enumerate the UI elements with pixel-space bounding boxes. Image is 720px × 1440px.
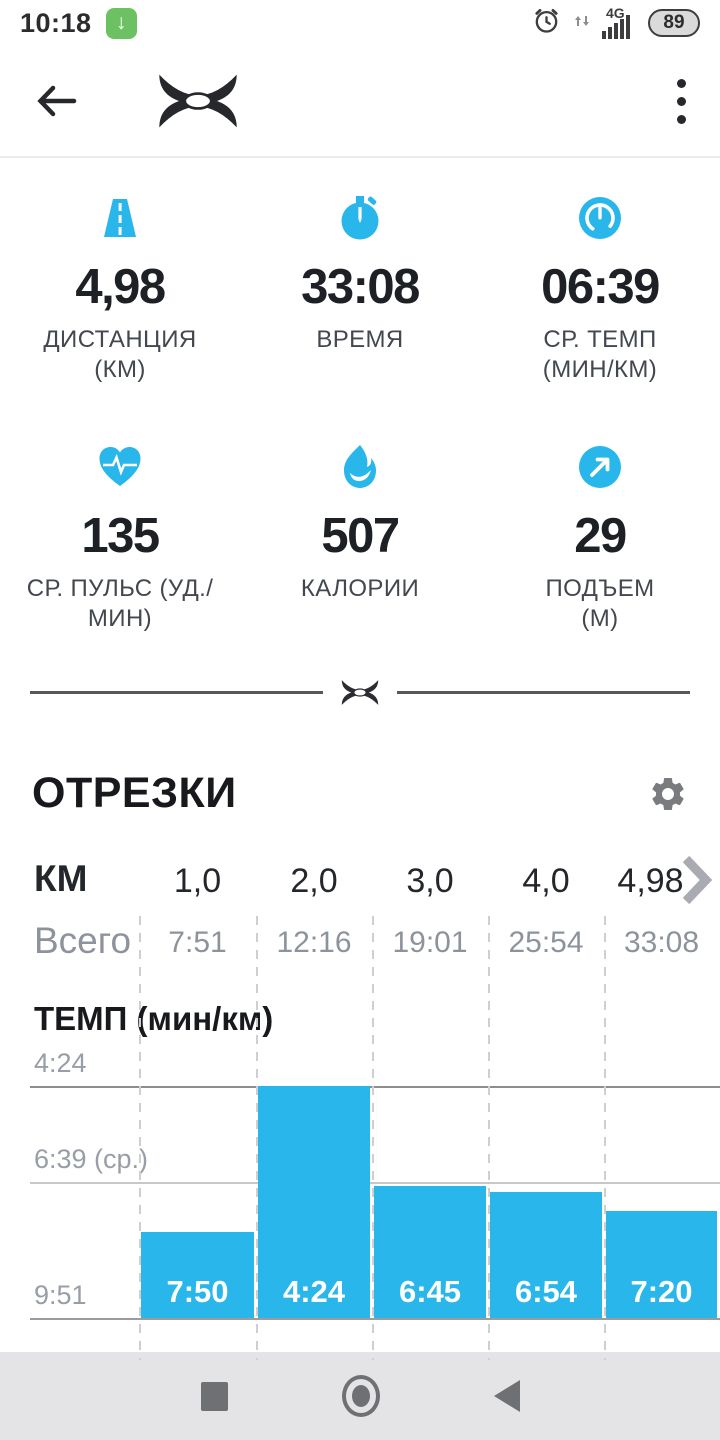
- lap-distance-value: 4,98: [617, 862, 684, 900]
- stat-label: ДИСТАНЦИЯ (КМ): [43, 326, 197, 383]
- stat-value: 33:08: [301, 260, 420, 314]
- column-dashed-line: [604, 916, 606, 1360]
- laps-table: КМ 1,0 2,0 3,0 4,0 4,98 Всего 7:51 12:16 19:01…: [0, 854, 720, 1368]
- lap-total-value: 19:01: [392, 926, 468, 959]
- brand-divider: [30, 678, 690, 707]
- workout-stats-grid: 4,98 ДИСТАНЦИЯ (КМ) 33:08 ВРЕМЯ 06:3: [0, 158, 720, 634]
- status-time: 10:18: [20, 7, 92, 38]
- signal-bars-icon: 4G: [602, 5, 636, 39]
- stat-label: ПОДЪЕМ (М): [545, 575, 655, 632]
- stat-label: КАЛОРИИ: [300, 575, 420, 602]
- splits-title: ОТРЕЗКИ: [32, 769, 237, 817]
- pace-chart-title: ТЕМП (мин/км): [34, 1000, 274, 1037]
- pace-bar: 7:50: [141, 1232, 254, 1318]
- lap-total-value: 25:54: [508, 926, 584, 959]
- download-complete-icon: ↓: [105, 7, 137, 39]
- flame-icon: [339, 443, 381, 496]
- gauge-icon: [576, 194, 624, 247]
- stat-elevation-gain: 29 ПОДЪЕМ (М): [480, 443, 720, 634]
- pace-bar-label: 6:54: [514, 1273, 578, 1309]
- pace-bar-label: 4:24: [282, 1274, 346, 1309]
- total-label: Всего: [34, 920, 132, 961]
- elevation-arrow-icon: [576, 443, 624, 496]
- lap-total-value: 33:08: [623, 926, 700, 959]
- stat-value: 29: [574, 509, 627, 563]
- alarm-icon: [531, 5, 562, 41]
- pace-bar: 6:54: [490, 1192, 602, 1318]
- pace-bar-label: 7:50: [166, 1273, 229, 1309]
- lap-total-row: Всего 7:51 12:16 19:01 25:54 33:08: [0, 912, 720, 974]
- battery-icon: 89: [648, 9, 700, 37]
- app-header: [0, 46, 720, 158]
- lap-total-value: 7:51: [168, 926, 227, 959]
- stat-value: 4,98: [75, 260, 166, 314]
- overflow-menu-button[interactable]: [671, 73, 692, 130]
- chevron-right-icon[interactable]: [680, 854, 714, 911]
- pace-bar-label: 7:20: [630, 1273, 693, 1309]
- android-back-button[interactable]: [493, 1380, 520, 1412]
- gridline-baseline: [30, 1318, 720, 1320]
- home-button[interactable]: [341, 1375, 380, 1417]
- pace-bar: 7:20: [606, 1210, 717, 1318]
- yaxis-tick-average: 6:39 (ср.): [34, 1144, 149, 1174]
- splits-settings-button[interactable]: [648, 774, 688, 814]
- status-bar: 10:18 ↓ 4G 89: [0, 0, 720, 46]
- heart-pulse-icon: [95, 443, 145, 496]
- android-nav-bar: [0, 1352, 720, 1440]
- lap-distance-value: 1,0: [173, 862, 222, 900]
- stat-value: 135: [81, 509, 160, 563]
- yaxis-tick: 4:24: [34, 1048, 87, 1078]
- lap-total-value: 12:16: [276, 926, 352, 959]
- under-armour-logo-icon: [154, 70, 242, 132]
- pace-bar: 4:24: [258, 1086, 370, 1318]
- lap-distance-value: 3,0: [406, 862, 454, 900]
- road-icon: [96, 194, 144, 247]
- gridline-fastest: [30, 1086, 720, 1088]
- lap-distance-value: 2,0: [290, 862, 338, 900]
- stat-duration: 33:08 ВРЕМЯ: [240, 194, 480, 385]
- battery-percent: 89: [663, 12, 685, 33]
- stat-distance: 4,98 ДИСТАНЦИЯ (КМ): [0, 194, 240, 385]
- pace-bar-label: 6:45: [398, 1273, 462, 1309]
- stat-label: СР. ПУЛЬС (УД./МИН): [26, 575, 214, 632]
- gridline-average: [30, 1182, 720, 1184]
- pace-chart: Всего 7:51 12:16 19:01 25:54 33:08 ТЕМП (мин…: [0, 912, 720, 1368]
- stat-label: СР. ТЕМП (МИН/КМ): [542, 326, 658, 383]
- under-armour-logo-small-icon: [339, 678, 381, 707]
- stopwatch-icon: [336, 194, 384, 247]
- recents-button[interactable]: [200, 1381, 228, 1411]
- unit-label: КМ: [34, 858, 88, 899]
- column-dashed-line: [372, 916, 374, 1360]
- stat-avg-pace: 06:39 СР. ТЕМП (МИН/КМ): [480, 194, 720, 385]
- sim2-signal-icon: [574, 8, 590, 39]
- column-dashed-line: [488, 916, 490, 1360]
- pace-bar: 6:45: [374, 1186, 486, 1318]
- stat-label: ВРЕМЯ: [316, 326, 404, 353]
- yaxis-tick: 9:51: [34, 1280, 87, 1310]
- stat-value: 06:39: [541, 260, 660, 314]
- back-button[interactable]: [28, 75, 84, 127]
- stat-avg-heart-rate: 135 СР. ПУЛЬС (УД./МИН): [0, 443, 240, 634]
- column-dashed-line: [139, 916, 141, 1360]
- stat-calories: 507 КАЛОРИИ: [240, 443, 480, 634]
- network-type-label: 4G: [606, 5, 625, 21]
- stat-value: 507: [321, 509, 400, 563]
- lap-distance-row[interactable]: КМ 1,0 2,0 3,0 4,0 4,98: [0, 854, 720, 912]
- column-dashed-line: [256, 916, 258, 1360]
- splits-section-header: ОТРЕЗКИ: [0, 769, 720, 818]
- lap-distance-value: 4,0: [522, 862, 570, 900]
